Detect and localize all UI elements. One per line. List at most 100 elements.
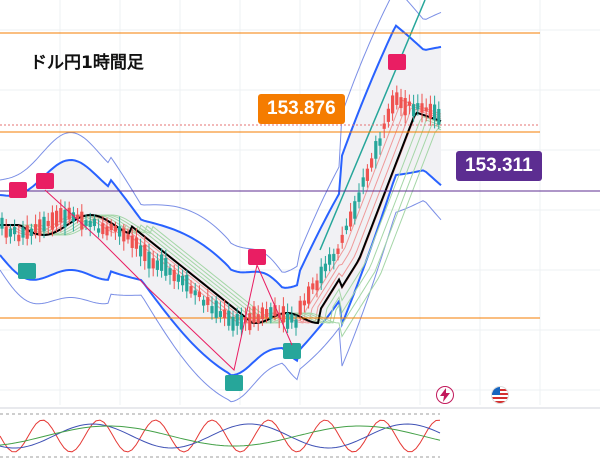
chart-title: ドル円1時間足 — [30, 53, 144, 73]
candle-body — [286, 312, 290, 329]
band-outer-lower — [0, 200, 442, 403]
candle-body — [344, 225, 348, 231]
marker-high — [248, 249, 266, 265]
candle-body — [265, 309, 269, 318]
ma-line — [0, 128, 442, 338]
candle-body — [176, 274, 180, 282]
candle-body — [8, 228, 12, 237]
candle-body — [332, 253, 336, 262]
candle-body — [302, 300, 306, 306]
candle-body — [88, 220, 92, 227]
candle-body — [311, 283, 315, 290]
candle-body — [407, 101, 411, 106]
candle-body — [281, 306, 285, 323]
swing-markers — [9, 54, 406, 391]
candle-body — [17, 234, 21, 242]
marker-low — [18, 263, 36, 279]
candle-body — [160, 254, 164, 271]
flash-icon[interactable] — [436, 386, 454, 404]
candle-body — [34, 224, 38, 234]
candle-body — [147, 251, 151, 269]
candle-body — [0, 217, 4, 229]
candle-body — [42, 216, 46, 232]
candle-body — [273, 305, 277, 316]
candle-body — [340, 234, 344, 243]
candle-body — [202, 299, 206, 306]
candle-body — [193, 290, 197, 296]
candle-body — [244, 317, 248, 323]
band-upper — [0, 24, 442, 289]
candle-body — [206, 297, 210, 306]
candle-body — [143, 244, 147, 262]
candle-body — [248, 313, 252, 331]
candle-body — [71, 212, 75, 222]
candle-body — [67, 207, 71, 220]
candle-body — [197, 291, 201, 298]
candle-body — [290, 314, 294, 323]
candle-body — [399, 97, 403, 109]
candle-body — [349, 211, 353, 227]
candle-body — [113, 225, 117, 232]
candle-body — [80, 211, 84, 230]
candle-body — [13, 226, 17, 235]
marker-low — [283, 343, 301, 359]
candle-body — [307, 286, 311, 304]
candle-body — [21, 227, 25, 238]
candle-body — [391, 95, 395, 114]
candle-body — [231, 316, 235, 331]
candle-body — [424, 107, 428, 112]
candle-body — [92, 218, 96, 227]
candle-body — [210, 306, 214, 314]
candle-body — [433, 104, 437, 120]
candle-body — [46, 220, 50, 227]
candle-body — [323, 263, 327, 272]
band-fill — [0, 25, 441, 376]
osc-line-blue — [0, 423, 441, 449]
candle-body — [294, 319, 298, 328]
candle-body — [105, 226, 109, 236]
candle-body — [130, 235, 134, 248]
candle-body — [101, 223, 105, 235]
candle-body — [235, 314, 239, 326]
us-flag-icon[interactable] — [491, 386, 509, 404]
candle-body — [55, 210, 59, 227]
candle-body — [109, 223, 113, 231]
candle-body — [155, 260, 159, 270]
candle-body — [374, 141, 378, 159]
candle-body — [428, 103, 432, 119]
candle-body — [420, 103, 424, 113]
candle-body — [59, 208, 63, 223]
candle-body — [328, 254, 332, 265]
candle-body — [126, 234, 130, 240]
candle-body — [315, 280, 319, 291]
candle-body — [260, 307, 264, 320]
candle-body — [437, 108, 441, 125]
candle-body — [214, 300, 218, 318]
candle-body — [227, 310, 231, 326]
candle-body — [403, 97, 407, 116]
marker-high — [36, 173, 54, 189]
candle-body — [25, 225, 29, 239]
candle-body — [4, 226, 8, 238]
candle-body — [382, 123, 386, 129]
candle-body — [353, 201, 357, 219]
candle-body — [151, 258, 155, 269]
candle-body — [378, 138, 382, 146]
marker-low — [225, 375, 243, 391]
candle-body — [76, 214, 80, 219]
band-outer-upper — [0, 0, 442, 273]
candle-body — [84, 220, 88, 226]
osc-line-red — [0, 419, 441, 453]
marker-high — [388, 54, 406, 70]
candle-body — [223, 309, 227, 319]
candle-body — [357, 192, 361, 202]
oscillator-panel — [0, 407, 600, 458]
candle-body — [63, 209, 67, 228]
candle-body — [29, 228, 33, 236]
candle-body — [370, 158, 374, 168]
candle-body — [50, 212, 54, 230]
candle-body — [38, 219, 42, 236]
candle-body — [365, 168, 369, 181]
